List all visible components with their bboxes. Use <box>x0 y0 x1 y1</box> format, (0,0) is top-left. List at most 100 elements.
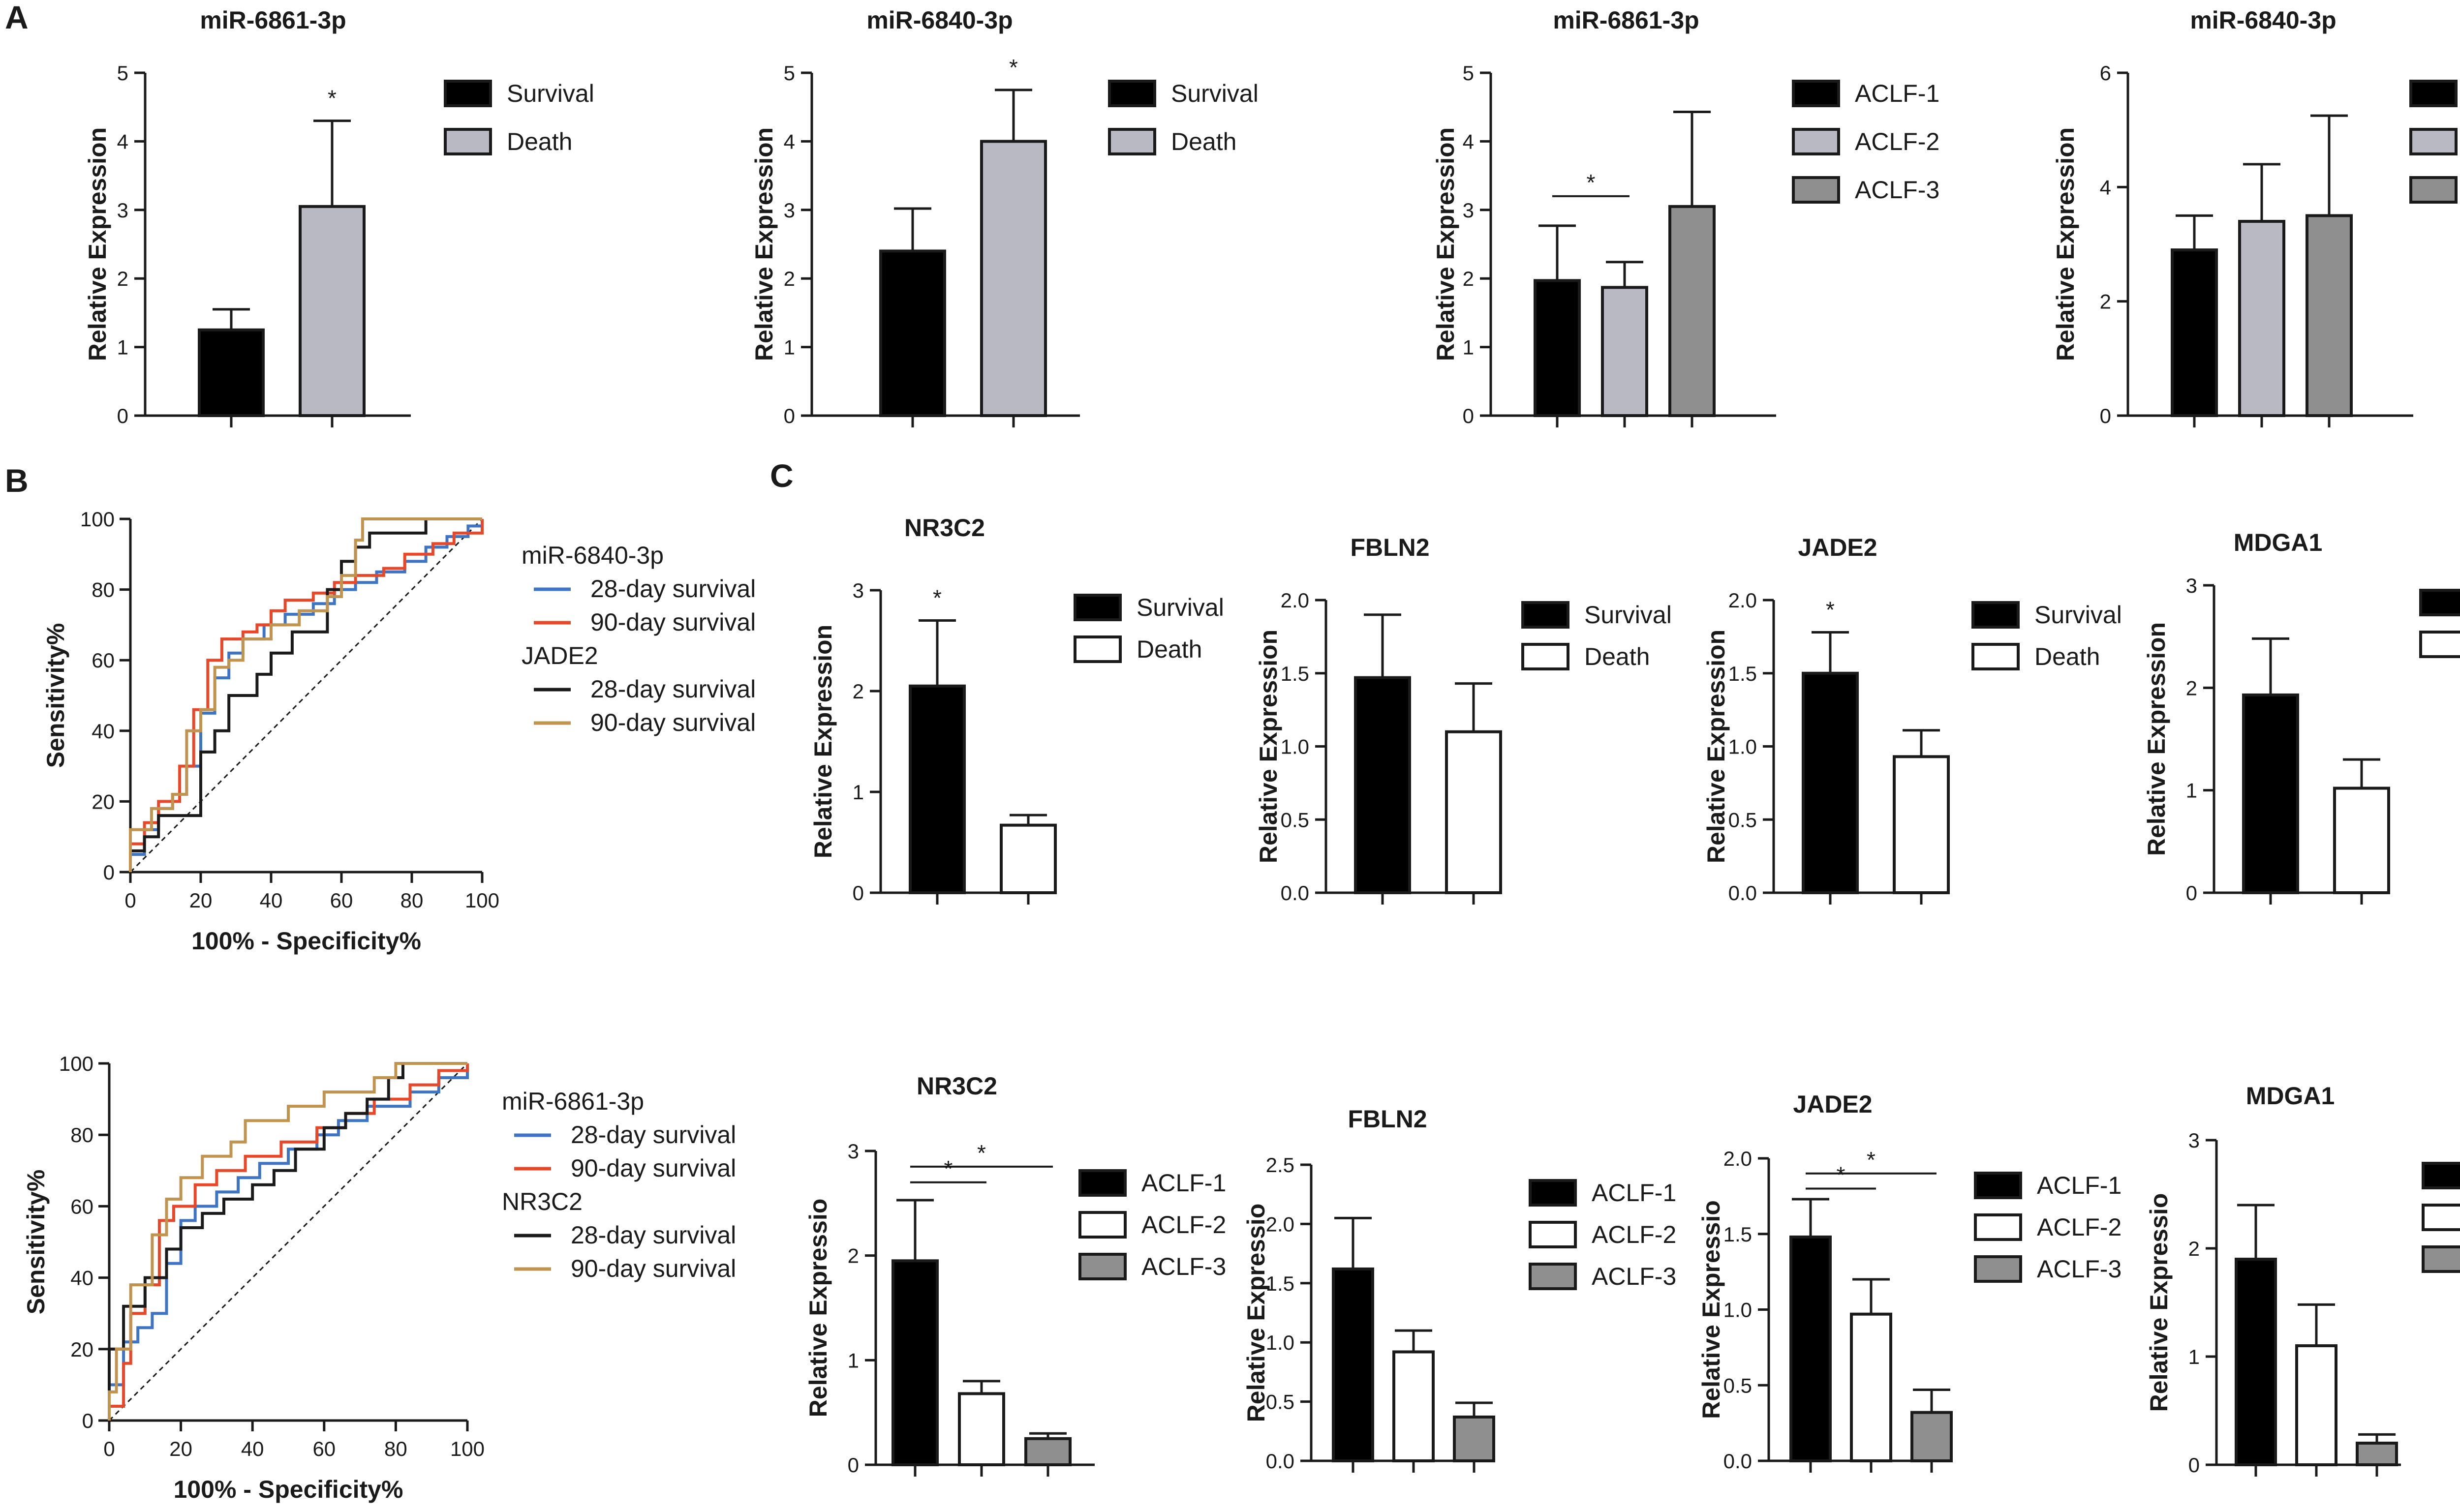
y-tick-label: 1 <box>2188 1345 2200 1368</box>
legend-label: ACLF-3 <box>1141 1253 1226 1280</box>
bar-aclf-3 <box>1668 205 1716 417</box>
significance-star: * <box>1837 1162 1845 1188</box>
legend-swatch <box>1108 128 1156 155</box>
y-tick-label: 0.5 <box>1266 1391 1294 1414</box>
chart-b1: 0 20 40 60 80 100 0 20 40 60 80 100 Sensitivity% 100%… <box>42 508 756 955</box>
x-axis-label: 100% - Specificity% <box>191 927 421 955</box>
panel-label-c: C <box>770 457 794 494</box>
y-axis-label: Relative Expressio <box>1697 1200 1725 1419</box>
panel-label-a: A <box>5 0 29 35</box>
chart-c5: NR3C2 Relative Expressio 0 1 2 3 * * ACLF-1 ACLF-… <box>804 1072 1226 1477</box>
legend-label: Death <box>1137 635 1202 663</box>
bar-aclf-2 <box>958 1392 1005 1467</box>
chart-title: JADE2 <box>1793 1090 1872 1118</box>
y-tick-label: 60 <box>92 649 115 672</box>
legend-swatch <box>2422 1204 2460 1231</box>
y-tick-label: 1.0 <box>1728 735 1757 758</box>
legend-label: 90-day survival <box>571 1255 736 1282</box>
legend-label: ACLF-3 <box>1592 1263 1676 1290</box>
y-axis-label: Relative Expression <box>2052 127 2079 361</box>
y-tick-label: 0 <box>848 1453 859 1477</box>
roc-curve-jade2-28-day-survival <box>129 517 482 872</box>
bar-aclf-1 <box>1789 1235 1832 1462</box>
legend-swatch <box>2422 1245 2460 1273</box>
y-tick-label: 0.0 <box>1281 881 1309 905</box>
x-tick-label: 80 <box>384 1437 407 1460</box>
y-tick-label: 2 <box>1463 267 1474 290</box>
y-axis-label: Relative Expression <box>2143 622 2170 856</box>
legend-swatch <box>1792 128 1840 155</box>
y-tick-label: 60 <box>70 1195 93 1218</box>
legend-swatch <box>1078 1253 1127 1280</box>
legend-swatch <box>1971 601 2020 629</box>
y-tick-label: 0 <box>117 404 128 427</box>
roc-curve-nr3c2-90-day-survival <box>108 1062 467 1421</box>
y-tick-label: 3 <box>2188 1129 2200 1152</box>
legend-swatch <box>444 80 492 107</box>
y-tick-label: 4 <box>1463 130 1474 153</box>
x-tick-label: 20 <box>169 1437 192 1460</box>
bar-survival <box>879 249 946 417</box>
y-tick-label: 1.0 <box>1281 735 1309 758</box>
chart-c6: FBLN2 Relative Expressio 0.0 0.5 1.0 1.5 2.0 2.… <box>1242 1105 1676 1473</box>
y-tick-label: 4 <box>117 130 128 153</box>
y-tick-label: 20 <box>70 1338 93 1361</box>
legend-label: Survival <box>1137 594 1224 621</box>
reference-diagonal <box>129 518 483 873</box>
legend-swatch <box>1521 643 1569 670</box>
y-tick-label: 0.5 <box>1728 808 1757 831</box>
chart-a2: miR-6840-3p Relative Expression 0 1 2 3 4 5 * Sur… <box>750 6 1259 427</box>
significance-star: * <box>1009 55 1018 80</box>
y-tick-label: 0 <box>2100 404 2111 427</box>
y-tick-label: 0 <box>103 861 115 884</box>
legend-swatch <box>1529 1221 1577 1248</box>
legend-label: 28-day survival <box>590 575 756 603</box>
y-axis-label: Relative Expression <box>750 127 778 361</box>
legend-swatch <box>1074 594 1122 621</box>
y-tick-label: 1.0 <box>1723 1299 1752 1322</box>
y-tick-label: 0 <box>853 881 864 905</box>
legend-swatch <box>2419 589 2460 616</box>
y-axis-label: Sensitivity% <box>22 1170 50 1315</box>
legend-swatch <box>1529 1179 1577 1207</box>
bar-survival <box>198 328 265 417</box>
bar-aclf-3 <box>1453 1415 1495 1463</box>
y-tick-label: 0 <box>2186 881 2197 905</box>
charts-layer: miR-6861-3p Relative Expression 0 1 2 3 4 5 * Sur… <box>22 6 2460 1503</box>
y-tick-label: 0.0 <box>1728 881 1757 905</box>
bar-death <box>2333 786 2390 894</box>
legend-swatch <box>1078 1169 1127 1197</box>
x-axis-label: 100% - Specificity% <box>174 1476 403 1503</box>
legend-group-header: NR3C2 <box>502 1188 583 1215</box>
y-tick-label: 2.0 <box>1723 1147 1752 1170</box>
bar-aclf-1 <box>892 1259 939 1467</box>
y-tick-label: 2 <box>2188 1237 2200 1260</box>
x-tick-label: 100 <box>465 889 499 912</box>
legend-swatch <box>1074 635 1122 663</box>
chart-b2: 0 20 40 60 80 100 0 20 40 60 80 100 Sensitivity% 100%… <box>22 1052 736 1503</box>
x-tick-label: 20 <box>189 889 213 912</box>
bar-aclf-1 <box>2171 248 2218 417</box>
y-tick-label: 1 <box>117 336 128 359</box>
chart-c2: FBLN2 Relative Expression 0.0 0.5 1.0 1.5 2.0 S… <box>1255 534 1672 905</box>
y-axis-label: Relative Expressio <box>2145 1193 2173 1412</box>
y-tick-label: 2.0 <box>1281 589 1309 612</box>
roc-curve-nr3c2-28-day-survival <box>108 1062 467 1421</box>
legend-label: 90-day survival <box>571 1154 736 1182</box>
bar-aclf-1 <box>1332 1267 1374 1463</box>
y-tick-label: 6 <box>2100 61 2111 85</box>
x-tick-label: 60 <box>312 1437 336 1460</box>
roc-curve-jade2-90-day-survival <box>129 517 482 872</box>
significance-star: * <box>944 1156 953 1181</box>
roc-curve-mir-6861-3p-28-day-survival <box>108 1063 469 1421</box>
y-tick-label: 2.5 <box>1266 1153 1294 1177</box>
x-tick-label: 100 <box>450 1437 485 1460</box>
legend-label: 28-day survival <box>571 1221 736 1249</box>
chart-title: miR-6861-3p <box>200 6 346 34</box>
bar-aclf-2 <box>1601 286 1648 418</box>
y-tick-label: 40 <box>92 720 115 743</box>
legend-label: Survival <box>507 80 594 107</box>
legend-label: ACLF-3 <box>2037 1255 2122 1283</box>
